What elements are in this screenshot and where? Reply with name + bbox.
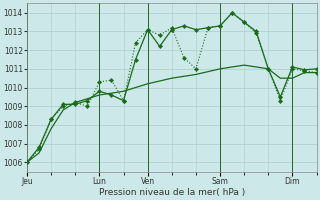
X-axis label: Pression niveau de la mer( hPa ): Pression niveau de la mer( hPa ) xyxy=(99,188,245,197)
